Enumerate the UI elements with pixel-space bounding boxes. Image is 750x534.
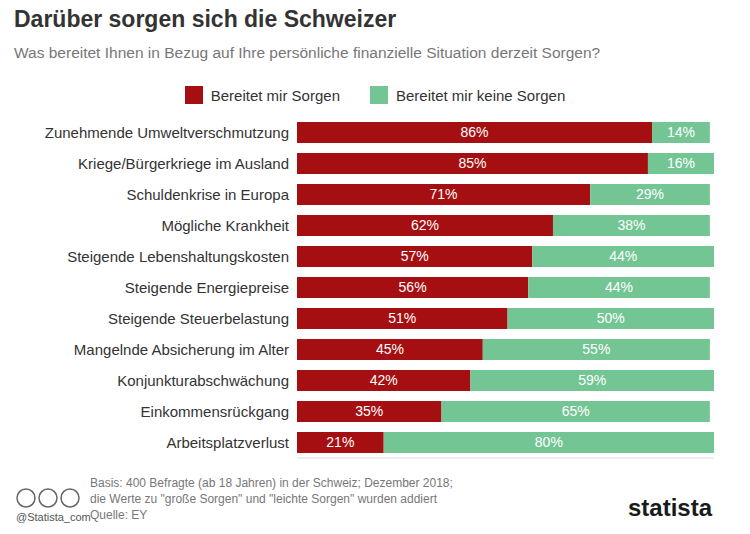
svg-text:Mögliche Krankheit: Mögliche Krankheit (161, 217, 289, 234)
svg-text:42%: 42% (370, 372, 398, 388)
svg-text:59%: 59% (578, 372, 606, 388)
svg-text:Steigende Lebenshaltungskosten: Steigende Lebenshaltungskosten (67, 248, 289, 265)
svg-text:Arbeitsplatzverlust: Arbeitsplatzverlust (166, 434, 289, 451)
svg-text:51%: 51% (388, 310, 416, 326)
svg-text:Mangelnde Absicherung im Alter: Mangelnde Absicherung im Alter (74, 341, 289, 358)
html-text:Quelle: EY: Quelle: EY (90, 508, 148, 522)
svg-text:56%: 56% (399, 279, 427, 295)
svg-text:86%: 86% (461, 124, 489, 140)
svg-text:21%: 21% (326, 434, 354, 450)
svg-text:16%: 16% (667, 155, 695, 171)
svg-text:Schuldenkrise in Europa: Schuldenkrise in Europa (126, 186, 289, 203)
html-text:Basis: 400 Befragte (ab 18 Jah: Basis: 400 Befragte (ab 18 Jahren) in de… (90, 476, 453, 490)
svg-text:44%: 44% (609, 248, 637, 264)
svg-text:80%: 80% (535, 434, 563, 450)
svg-text:Kriege/Bürgerkriege im Ausland: Kriege/Bürgerkriege im Ausland (78, 155, 289, 172)
svg-text:Einkommensrückgang: Einkommensrückgang (141, 403, 289, 420)
svg-text:Konjunkturabschwächung: Konjunkturabschwächung (117, 372, 289, 389)
svg-text:38%: 38% (617, 217, 645, 233)
html-text:@Statista_com: @Statista_com (16, 511, 91, 523)
svg-text:45%: 45% (376, 341, 404, 357)
svg-text:Zunehmende Umweltverschmutzung: Zunehmende Umweltverschmutzung (45, 124, 289, 141)
svg-text:71%: 71% (430, 186, 458, 202)
svg-text:Steigende Energiepreise: Steigende Energiepreise (125, 279, 289, 296)
svg-text:65%: 65% (562, 403, 590, 419)
svg-text:50%: 50% (597, 310, 625, 326)
html-text:Bereitet mir Sorgen: Bereitet mir Sorgen (210, 86, 340, 104)
svg-text:44%: 44% (605, 279, 633, 295)
svg-text:35%: 35% (355, 403, 383, 419)
html-text:statista: statista (628, 494, 712, 521)
html-text:die Werte zu "große Sorgen" un: die Werte zu "große Sorgen" und "leichte… (90, 492, 437, 506)
svg-text:57%: 57% (401, 248, 429, 264)
svg-text:62%: 62% (411, 217, 439, 233)
svg-text:14%: 14% (667, 124, 695, 140)
html-text:Bereitet mir keine Sorgen: Bereitet mir keine Sorgen (396, 86, 566, 104)
svg-text:85%: 85% (458, 155, 486, 171)
svg-text:55%: 55% (582, 341, 610, 357)
svg-text:29%: 29% (636, 186, 664, 202)
html-text:Was bereitet Ihnen in Bezug au: Was bereitet Ihnen in Bezug auf Ihre per… (14, 44, 601, 61)
html-text:Darüber sorgen sich die Schwei: Darüber sorgen sich die Schweizer (14, 6, 397, 32)
svg-text:Steigende Steuerbelastung: Steigende Steuerbelastung (108, 310, 289, 327)
